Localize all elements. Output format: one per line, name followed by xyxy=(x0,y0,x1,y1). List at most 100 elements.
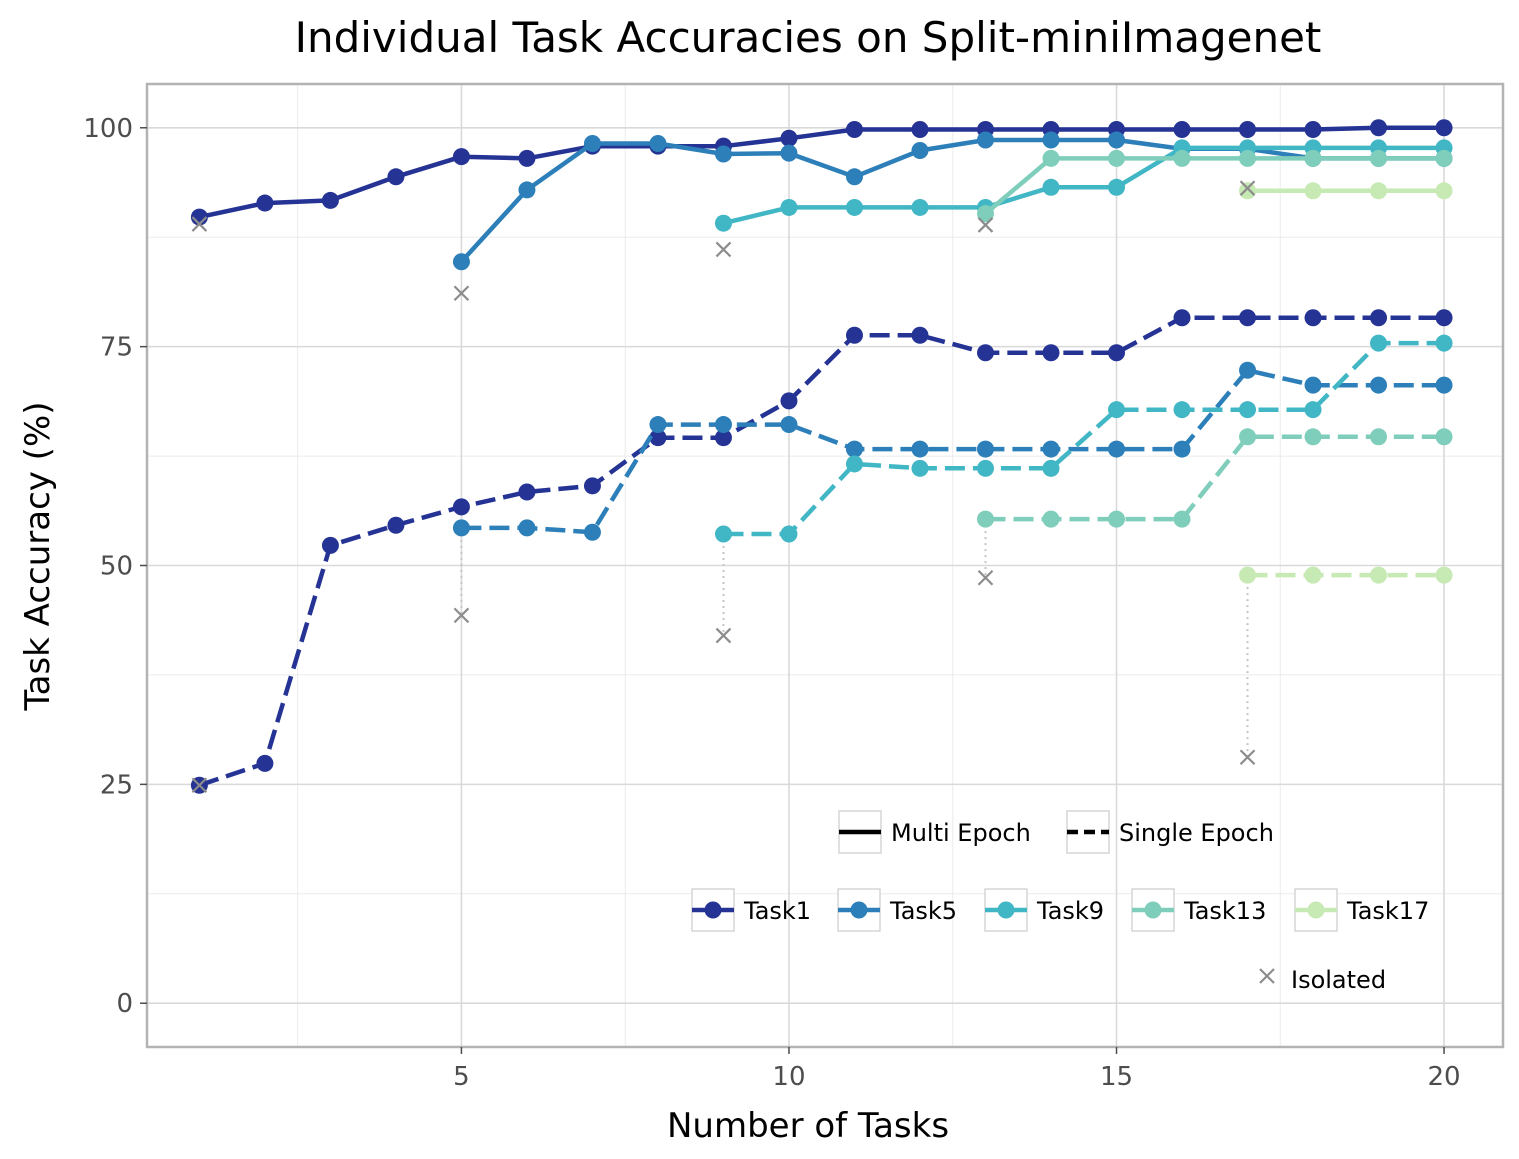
isolated-x-stroke xyxy=(1239,749,1256,766)
task13-single-line-point xyxy=(1239,428,1257,446)
task1-single-line-point xyxy=(387,516,405,534)
task9-multi-line-point xyxy=(1042,178,1060,196)
legend-series-label: Task13 xyxy=(1183,897,1266,925)
task5-single-line-point xyxy=(518,519,536,537)
isolated-marker-layer xyxy=(191,180,1256,794)
task1-multi-line-point xyxy=(387,168,405,186)
task5-multi-line-point xyxy=(1042,131,1060,149)
legend-series-label: Task9 xyxy=(1036,897,1104,925)
task13-multi-line-point xyxy=(1173,149,1191,167)
legend-series-point xyxy=(1144,901,1162,919)
task9-single-line-point xyxy=(780,525,798,543)
task1-single-line-point xyxy=(452,498,470,516)
task13-single-line-point xyxy=(976,510,994,528)
task5-single-line-point xyxy=(1042,440,1060,458)
y-tick-label: 50 xyxy=(100,552,133,582)
legend-style-label: Single Epoch xyxy=(1119,819,1274,847)
task1-single-line-point xyxy=(911,326,929,344)
task17-single-line-point xyxy=(1239,566,1257,584)
task1-multi-line-point xyxy=(1370,119,1388,137)
task9-single-line xyxy=(723,340,1444,537)
task1-multi-line-point xyxy=(1435,119,1453,137)
task5-single-line-point xyxy=(1239,361,1257,379)
task1-single-line-point xyxy=(1370,309,1388,327)
task5-multi-line xyxy=(459,137,1444,264)
x-tick-label: 15 xyxy=(1100,1062,1133,1092)
task1-multi-line-point xyxy=(256,194,274,212)
task1-single-line-point xyxy=(845,326,863,344)
x-tick-label: 5 xyxy=(453,1062,470,1092)
isolated-x-stroke xyxy=(191,777,208,794)
isolated-single-marker xyxy=(977,569,994,586)
task13-multi-line-point xyxy=(976,205,994,223)
task13-multi-line-point xyxy=(1435,149,1453,167)
task17-multi-line-point xyxy=(1370,182,1388,200)
task1-single-line-point xyxy=(256,754,274,772)
isolated-multi-marker xyxy=(715,241,732,258)
task1-single-line-point xyxy=(1042,344,1060,362)
legend-series-point xyxy=(704,901,722,919)
task5-multi-line-point xyxy=(1108,131,1126,149)
task5-multi-line-point xyxy=(714,145,732,163)
task1-single-line-point xyxy=(976,344,994,362)
task1-multi-line xyxy=(198,125,1444,220)
task13-multi-line-point xyxy=(1304,149,1322,167)
task13-single-line-point xyxy=(1370,428,1388,446)
task9-single-line-point xyxy=(1304,401,1322,419)
isolated-x-stroke xyxy=(191,216,208,232)
y-tick-label: 25 xyxy=(100,770,133,800)
task1-single-line-point xyxy=(649,429,667,447)
isolated-single-marker xyxy=(191,777,208,794)
task1-single-line-point xyxy=(1304,309,1322,327)
legend-series-label: Task17 xyxy=(1346,897,1429,925)
isolated-single-marker xyxy=(715,627,732,644)
task1-single-line-point xyxy=(780,392,798,410)
legend-series-label: Task1 xyxy=(743,897,811,925)
task1-single-line-point xyxy=(714,429,732,447)
task9-single-line-point xyxy=(976,459,994,477)
task9-single-line-point xyxy=(714,525,732,543)
y-tick-label: 0 xyxy=(116,989,133,1019)
task5-multi-line-point xyxy=(976,131,994,149)
isolated-single-marker xyxy=(1239,749,1256,766)
task5-single-line-point xyxy=(1304,376,1322,394)
task17-multi-line-point xyxy=(1304,182,1322,200)
task1-single-line-point xyxy=(583,477,601,495)
task9-multi-line-point xyxy=(714,214,732,232)
task5-single-line-point xyxy=(1108,440,1126,458)
x-tick-label: 10 xyxy=(772,1062,805,1092)
y-tick-label: 75 xyxy=(100,333,133,363)
task5-multi-line-point xyxy=(780,144,798,162)
task9-multi-line-point xyxy=(911,198,929,216)
task13-single-line-point xyxy=(1304,428,1322,446)
task5-single-line-point xyxy=(452,519,470,537)
isolated-x-stroke xyxy=(1239,180,1256,196)
task1-multi-line-point xyxy=(452,148,470,166)
task9-single-line-point xyxy=(1239,401,1257,419)
x-tick-label: 20 xyxy=(1427,1062,1460,1092)
task5-single-line-point xyxy=(583,523,601,541)
isolated-x-stroke xyxy=(715,627,732,644)
task9-single-line-point xyxy=(911,459,929,477)
task9-single-line-point xyxy=(1173,401,1191,419)
task5-multi-line-point xyxy=(583,135,601,153)
task5-single-line-point xyxy=(780,416,798,434)
task9-multi-line-point xyxy=(780,198,798,216)
task13-single-line xyxy=(985,434,1444,522)
task13-single-line-point xyxy=(1435,428,1453,446)
task1-single-line-point xyxy=(1239,309,1257,327)
task5-single-line-point xyxy=(976,440,994,458)
task1-multi-line-point xyxy=(321,191,339,209)
task13-single-line-point xyxy=(1173,510,1191,528)
task9-single-line-point xyxy=(845,455,863,473)
isolated-x-stroke xyxy=(977,569,994,586)
task17-single-line-point xyxy=(1435,566,1453,584)
x-axis-title: Number of Tasks xyxy=(667,1106,949,1146)
legend-isolated-marker xyxy=(1259,968,1275,984)
task5-single-line-point xyxy=(911,440,929,458)
task1-single-line-point xyxy=(1435,309,1453,327)
legend-isolated-label: Isolated xyxy=(1291,966,1386,994)
legend-series-point xyxy=(997,901,1015,919)
task1-multi-line-point xyxy=(518,149,536,167)
task9-multi-line-point xyxy=(845,198,863,216)
